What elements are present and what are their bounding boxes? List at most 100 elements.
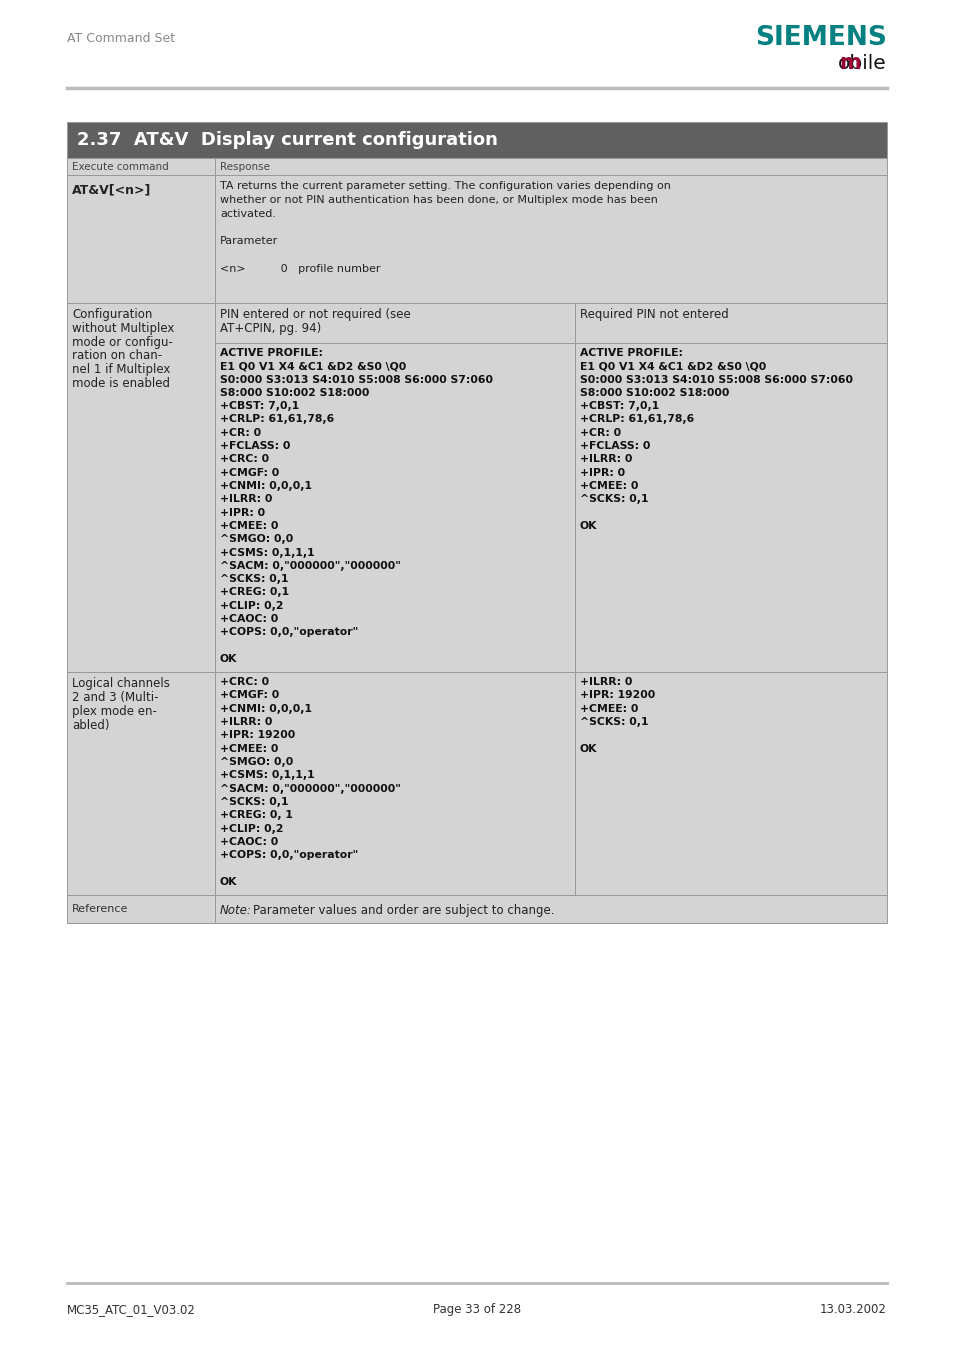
Bar xyxy=(214,673,575,894)
Bar xyxy=(214,176,886,303)
Bar xyxy=(214,894,886,923)
Bar xyxy=(214,158,886,176)
Text: Required PIN not entered: Required PIN not entered xyxy=(579,308,728,322)
Text: nel 1 if Multiplex: nel 1 if Multiplex xyxy=(71,363,171,376)
Text: +CREG: 0,1: +CREG: 0,1 xyxy=(220,588,289,597)
Text: Logical channels: Logical channels xyxy=(71,677,170,690)
Text: +CRC: 0: +CRC: 0 xyxy=(220,677,269,688)
Text: without Multiplex: without Multiplex xyxy=(71,322,174,335)
Text: +COPS: 0,0,"operator": +COPS: 0,0,"operator" xyxy=(220,627,358,638)
Text: +CLIP: 0,2: +CLIP: 0,2 xyxy=(220,824,283,834)
Text: ^SCKS: 0,1: ^SCKS: 0,1 xyxy=(579,494,648,504)
Text: +IPR: 0: +IPR: 0 xyxy=(220,508,265,517)
Text: ^SACM: 0,"000000","000000": ^SACM: 0,"000000","000000" xyxy=(220,561,400,571)
Text: S0:000 S3:013 S4:010 S5:008 S6:000 S7:060: S0:000 S3:013 S4:010 S5:008 S6:000 S7:06… xyxy=(579,374,852,385)
Text: abled): abled) xyxy=(71,719,110,732)
Text: E1 Q0 V1 X4 &C1 &D2 &S0 \Q0: E1 Q0 V1 X4 &C1 &D2 &S0 \Q0 xyxy=(220,361,406,372)
Bar xyxy=(67,176,214,303)
Text: +CNMI: 0,0,0,1: +CNMI: 0,0,0,1 xyxy=(220,481,312,490)
Text: +CAOC: 0: +CAOC: 0 xyxy=(220,613,278,624)
Text: Configuration: Configuration xyxy=(71,308,152,322)
Bar xyxy=(214,343,575,673)
Text: mode or configu-: mode or configu- xyxy=(71,335,172,349)
Text: m: m xyxy=(838,53,860,73)
Text: activated.: activated. xyxy=(220,208,275,219)
Text: Page 33 of 228: Page 33 of 228 xyxy=(433,1302,520,1316)
Text: E1 Q0 V1 X4 &C1 &D2 &S0 \Q0: E1 Q0 V1 X4 &C1 &D2 &S0 \Q0 xyxy=(579,361,765,372)
Text: +COPS: 0,0,"operator": +COPS: 0,0,"operator" xyxy=(220,850,358,861)
Text: +IPR: 19200: +IPR: 19200 xyxy=(579,690,655,701)
Text: +CR: 0: +CR: 0 xyxy=(579,428,620,438)
Text: +CMGF: 0: +CMGF: 0 xyxy=(220,690,279,701)
Text: ^SCKS: 0,1: ^SCKS: 0,1 xyxy=(220,574,288,584)
Text: +CBST: 7,0,1: +CBST: 7,0,1 xyxy=(220,401,299,411)
Text: +CMGF: 0: +CMGF: 0 xyxy=(220,467,279,478)
Text: +CMEE: 0: +CMEE: 0 xyxy=(220,743,278,754)
Text: +CREG: 0, 1: +CREG: 0, 1 xyxy=(220,811,293,820)
Text: PIN entered or not required (see: PIN entered or not required (see xyxy=(220,308,411,322)
Text: +CAOC: 0: +CAOC: 0 xyxy=(220,836,278,847)
Text: +IPR: 19200: +IPR: 19200 xyxy=(220,731,294,740)
Text: 2 and 3 (Multi-: 2 and 3 (Multi- xyxy=(71,690,158,704)
Text: ration on chan-: ration on chan- xyxy=(71,350,162,362)
Text: Note:: Note: xyxy=(220,904,252,917)
Text: +CMEE: 0: +CMEE: 0 xyxy=(220,521,278,531)
Text: ^SMGO: 0,0: ^SMGO: 0,0 xyxy=(220,534,293,544)
Text: MC35_ATC_01_V03.02: MC35_ATC_01_V03.02 xyxy=(67,1302,195,1316)
Text: S0:000 S3:013 S4:010 S5:008 S6:000 S7:060: S0:000 S3:013 S4:010 S5:008 S6:000 S7:06… xyxy=(220,374,493,385)
Text: +IPR: 0: +IPR: 0 xyxy=(579,467,624,478)
Bar xyxy=(67,673,214,894)
Text: +ILRR: 0: +ILRR: 0 xyxy=(579,454,632,465)
Text: +CRC: 0: +CRC: 0 xyxy=(220,454,269,465)
Text: +CR: 0: +CR: 0 xyxy=(220,428,261,438)
Text: OK: OK xyxy=(579,743,597,754)
Text: AT Command Set: AT Command Set xyxy=(67,32,175,45)
Bar xyxy=(214,303,575,343)
Text: S8:000 S10:002 S18:000: S8:000 S10:002 S18:000 xyxy=(579,388,729,399)
Text: +ILRR: 0: +ILRR: 0 xyxy=(220,717,273,727)
Text: whether or not PIN authentication has been done, or Multiplex mode has been: whether or not PIN authentication has be… xyxy=(220,195,658,205)
Text: ^SACM: 0,"000000","000000": ^SACM: 0,"000000","000000" xyxy=(220,784,400,793)
Text: +CLIP: 0,2: +CLIP: 0,2 xyxy=(220,601,283,611)
Text: +CNMI: 0,0,0,1: +CNMI: 0,0,0,1 xyxy=(220,704,312,713)
Text: AT+CPIN, pg. 94): AT+CPIN, pg. 94) xyxy=(220,322,321,335)
Text: +CRLP: 61,61,78,6: +CRLP: 61,61,78,6 xyxy=(579,415,694,424)
Bar xyxy=(575,343,886,673)
Text: +FCLASS: 0: +FCLASS: 0 xyxy=(579,440,650,451)
Bar xyxy=(67,158,214,176)
Text: obile: obile xyxy=(838,54,886,73)
Text: +FCLASS: 0: +FCLASS: 0 xyxy=(220,440,290,451)
Text: Execute command: Execute command xyxy=(71,162,169,172)
Bar xyxy=(575,303,886,343)
Text: plex mode en-: plex mode en- xyxy=(71,705,156,717)
Text: S8:000 S10:002 S18:000: S8:000 S10:002 S18:000 xyxy=(220,388,369,399)
Text: <n>          0   profile number: <n> 0 profile number xyxy=(220,263,380,274)
Text: +CSMS: 0,1,1,1: +CSMS: 0,1,1,1 xyxy=(220,770,314,781)
Bar xyxy=(575,673,886,894)
Text: +CMEE: 0: +CMEE: 0 xyxy=(579,704,638,713)
Text: ^SCKS: 0,1: ^SCKS: 0,1 xyxy=(579,717,648,727)
Text: +CRLP: 61,61,78,6: +CRLP: 61,61,78,6 xyxy=(220,415,334,424)
Bar xyxy=(67,894,214,923)
Text: SIEMENS: SIEMENS xyxy=(755,26,886,51)
Text: 2.37  AT&V  Display current configuration: 2.37 AT&V Display current configuration xyxy=(77,131,497,149)
Text: Parameter: Parameter xyxy=(220,236,278,246)
Text: ^SMGO: 0,0: ^SMGO: 0,0 xyxy=(220,757,293,767)
Text: ACTIVE PROFILE:: ACTIVE PROFILE: xyxy=(579,349,682,358)
Text: ACTIVE PROFILE:: ACTIVE PROFILE: xyxy=(220,349,323,358)
Text: +CBST: 7,0,1: +CBST: 7,0,1 xyxy=(579,401,659,411)
Bar xyxy=(67,122,886,158)
Text: +CMEE: 0: +CMEE: 0 xyxy=(579,481,638,490)
Text: Response: Response xyxy=(220,162,270,172)
Text: OK: OK xyxy=(220,654,237,663)
Text: +CSMS: 0,1,1,1: +CSMS: 0,1,1,1 xyxy=(220,547,314,558)
Text: OK: OK xyxy=(579,521,597,531)
Text: AT&V[<n>]: AT&V[<n>] xyxy=(71,182,152,196)
Text: mode is enabled: mode is enabled xyxy=(71,377,170,390)
Text: +ILRR: 0: +ILRR: 0 xyxy=(220,494,273,504)
Text: Reference: Reference xyxy=(71,904,129,915)
Text: +ILRR: 0: +ILRR: 0 xyxy=(579,677,632,688)
Text: 13.03.2002: 13.03.2002 xyxy=(820,1302,886,1316)
Text: OK: OK xyxy=(220,877,237,886)
Text: TA returns the current parameter setting. The configuration varies depending on: TA returns the current parameter setting… xyxy=(220,181,670,190)
